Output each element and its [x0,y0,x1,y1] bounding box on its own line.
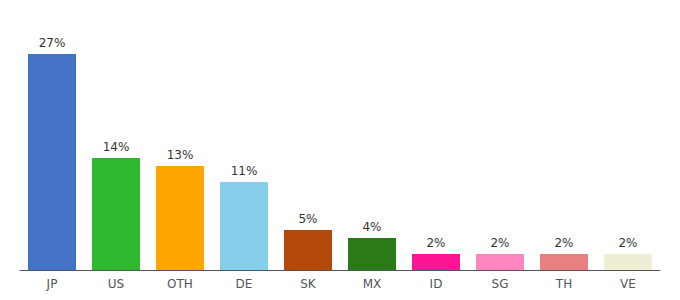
svg-text:MX: MX [363,277,382,291]
svg-text:SG: SG [492,277,509,291]
svg-text:OTH: OTH [167,277,193,291]
svg-text:2%: 2% [554,236,573,250]
svg-text:11%: 11% [231,164,258,178]
svg-text:JP: JP [46,277,58,291]
svg-text:2%: 2% [618,236,637,250]
svg-text:2%: 2% [490,236,509,250]
svg-text:VE: VE [620,277,636,291]
svg-text:27%: 27% [39,36,66,50]
svg-text:US: US [108,277,124,291]
svg-text:TH: TH [555,277,572,291]
svg-text:2%: 2% [426,236,445,250]
svg-text:13%: 13% [167,148,194,162]
svg-text:DE: DE [236,277,253,291]
svg-text:4%: 4% [362,220,381,234]
svg-text:14%: 14% [103,140,130,154]
svg-text:5%: 5% [298,212,317,226]
svg-text:ID: ID [430,277,443,291]
svg-text:SK: SK [300,277,317,291]
